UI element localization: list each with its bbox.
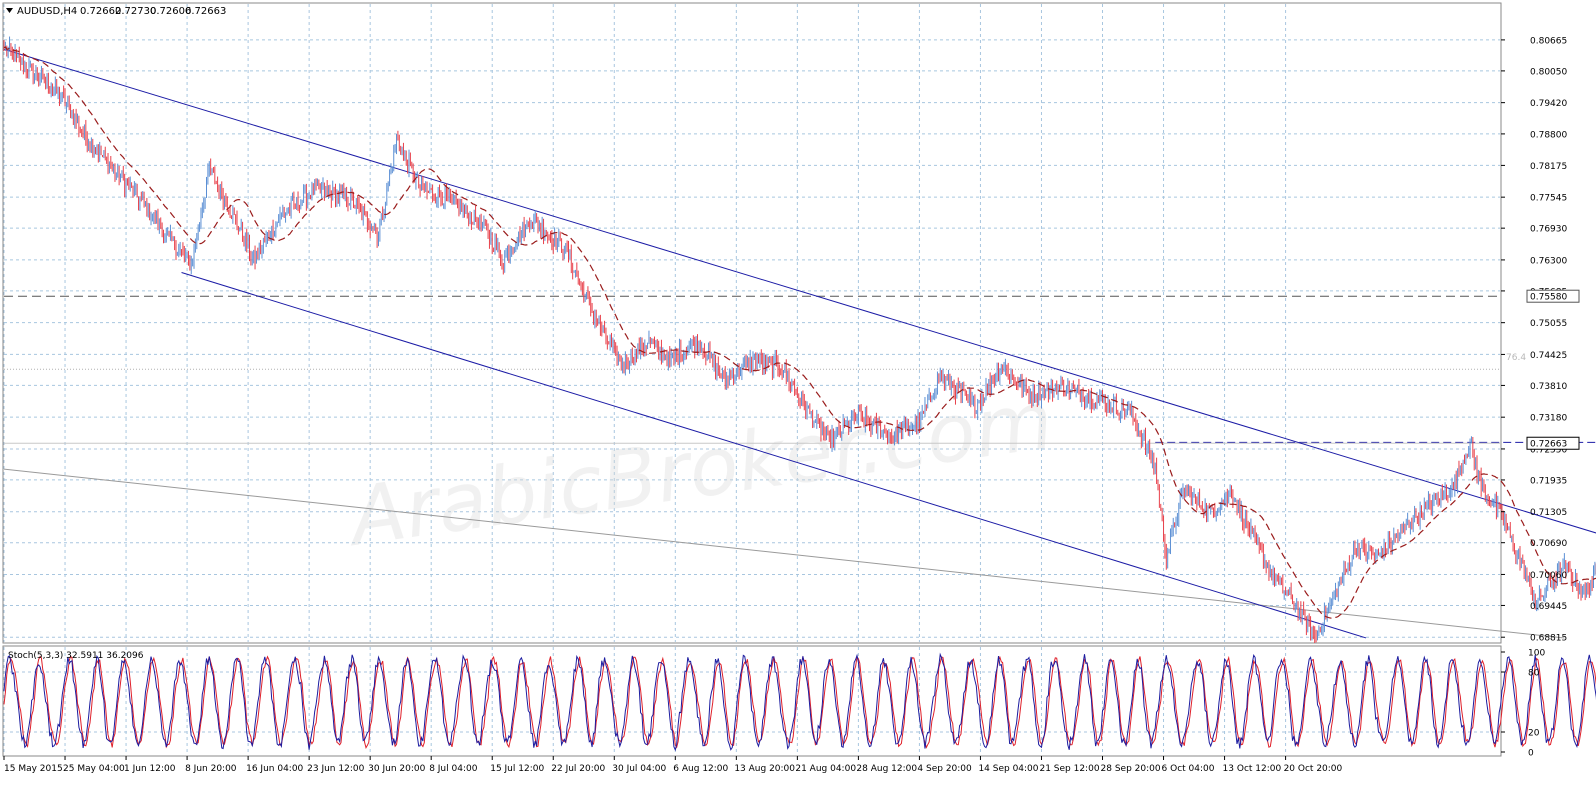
long-trend-line [3, 468, 1565, 639]
time-tick-label: 30 Jun 20:00 [368, 764, 425, 774]
price-tick-label: 0.74425 [1530, 351, 1567, 361]
time-tick-label: 8 Jul 04:00 [429, 764, 478, 774]
time-tick-label: 6 Aug 12:00 [673, 764, 728, 774]
time-tick-label: 22 Jul 20:00 [551, 764, 605, 774]
price-tick-label: 0.70060 [1530, 571, 1567, 581]
stoch-grid [3, 647, 1500, 755]
level-price-box [1526, 289, 1580, 303]
price-tick-label: 0.71935 [1530, 476, 1567, 486]
price-tick-label: 0.75055 [1530, 319, 1567, 329]
time-tick-label: 23 Jun 12:00 [307, 764, 364, 774]
candles [3, 36, 1596, 644]
channel-lower-line [181, 272, 1367, 639]
stoch-panel [2, 645, 1502, 757]
fib-level-label: 76.4 [1506, 353, 1526, 363]
price-tick-label: 0.69445 [1530, 602, 1567, 612]
time-tick-label: 8 Jun 20:00 [185, 764, 237, 774]
ohlc-close: 0.72663 [185, 6, 226, 17]
price-tick-label: 0.72550 [1530, 445, 1567, 455]
time-tick-label: 16 Jun 04:00 [246, 764, 303, 774]
main-grid [3, 4, 1500, 642]
time-tick-label: 15 May 2015 [4, 764, 63, 774]
stoch-axis: 100 80 20 0 [1501, 649, 1545, 759]
time-tick-label: 14 Sep 04:00 [978, 764, 1038, 774]
time-axis: 15 May 2015 25 May 04:00 1 Jun 12:00 8 Jun … [3, 756, 1343, 774]
moving-average [3, 46, 1596, 619]
time-tick-label: 28 Sep 20:00 [1101, 764, 1161, 774]
price-tick-label: 0.73810 [1530, 382, 1567, 392]
stoch-indicator-label: Stoch(5,3,3) 32.5911 36.2096 [8, 651, 144, 661]
price-tick-label: 0.80665 [1530, 36, 1567, 46]
level-price-label: 0.75580 [1530, 293, 1567, 303]
price-tick-label: 0.71305 [1530, 508, 1567, 518]
time-tick-label: 6 Oct 04:00 [1162, 764, 1215, 774]
time-tick-label: 21 Aug 04:00 [795, 764, 856, 774]
price-tick-label: 0.76930 [1530, 225, 1567, 235]
price-tick-label: 0.80050 [1530, 67, 1567, 77]
ohlc-open: 0.72662 [80, 6, 121, 17]
stoch-signal-line [3, 655, 1596, 750]
ma-line [3, 46, 1596, 619]
price-tick-label: 0.78175 [1530, 162, 1567, 172]
price-tick-label: 0.73180 [1530, 414, 1567, 424]
symbol-label: AUDUSD,H4 [17, 6, 77, 17]
time-tick-label: 13 Aug 20:00 [734, 764, 795, 774]
current-price-label: 0.72663 [1530, 440, 1567, 450]
stoch-tick-label: 80 [1528, 669, 1540, 679]
time-tick-label: 1 Jun 12:00 [124, 764, 176, 774]
price-tick-label: 0.76300 [1530, 256, 1567, 266]
stoch-main-line [3, 652, 1596, 752]
current-price-box [1526, 436, 1580, 450]
time-tick-label: 4 Sep 20:00 [917, 764, 972, 774]
stoch-tick-label: 0 [1528, 749, 1534, 759]
price-tick-label: 0.68815 [1530, 634, 1567, 644]
stoch-tick-label: 20 [1528, 729, 1540, 739]
ohlc-low: 0.72606 [150, 6, 191, 17]
price-tick-label: 0.78800 [1530, 130, 1567, 140]
time-tick-label: 20 Oct 20:00 [1284, 764, 1343, 774]
price-tick-label: 0.70690 [1530, 539, 1567, 549]
time-tick-label: 28 Aug 12:00 [856, 764, 917, 774]
time-tick-label: 15 Jul 12:00 [490, 764, 544, 774]
price-tick-label: 0.77545 [1530, 194, 1567, 204]
time-tick-label: 25 May 04:00 [63, 764, 125, 774]
stochastic-oscillator [3, 652, 1596, 752]
dropdown-triangle-icon[interactable] [6, 8, 13, 13]
stoch-tick-label: 100 [1528, 649, 1545, 659]
price-tick-label: 0.79420 [1530, 99, 1567, 109]
channel-upper-line [3, 48, 1596, 534]
time-tick-label: 21 Sep 12:00 [1039, 764, 1099, 774]
time-tick-label: 30 Jul 04:00 [612, 764, 666, 774]
ohlc-high: 0.72730 [115, 6, 156, 17]
trend-lines [3, 48, 1596, 639]
time-tick-label: 13 Oct 12:00 [1223, 764, 1282, 774]
price-axis: 0.80665 0.80050 0.79420 0.78800 0.78175 0.775… [1501, 36, 1580, 644]
